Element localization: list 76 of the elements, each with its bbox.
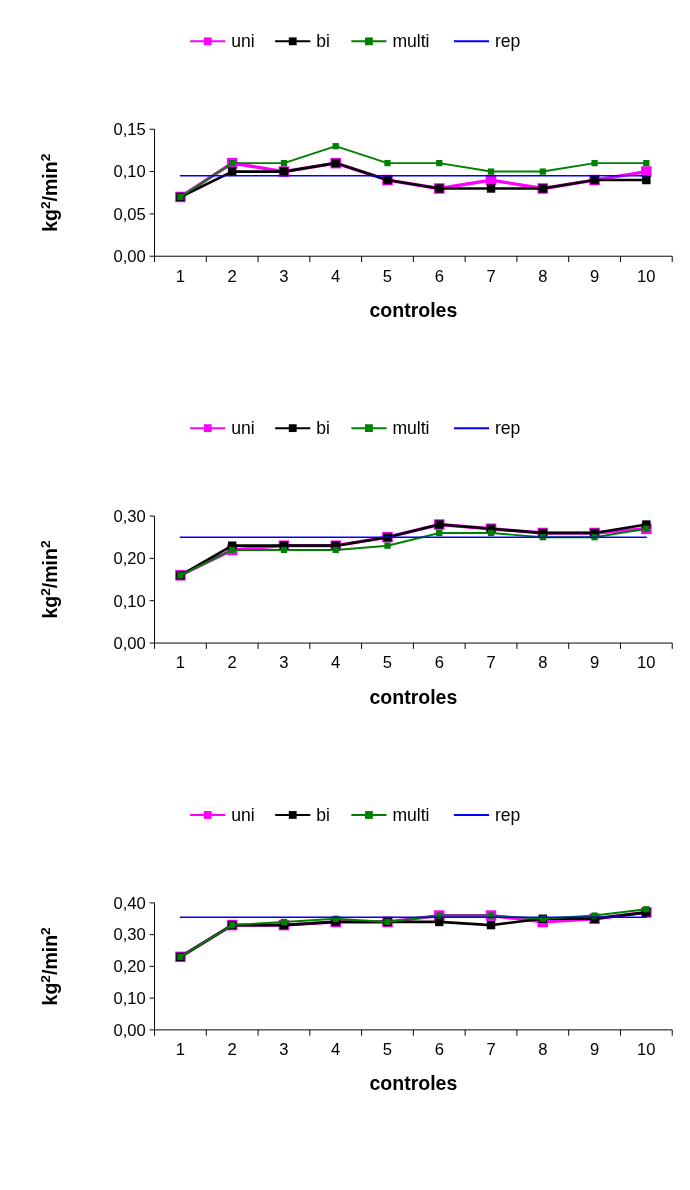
point	[486, 184, 496, 193]
point	[642, 175, 651, 185]
y-tick-label: 0,10	[113, 591, 146, 611]
point	[280, 918, 288, 926]
x-tick-label: 8	[538, 653, 548, 673]
y-tick-label: 0,30	[113, 925, 146, 945]
x-tick-label: 6	[434, 1040, 444, 1060]
x-tick-label: 10	[637, 1040, 656, 1060]
x-tick-label: 8	[538, 266, 548, 286]
x-tick-label: 5	[382, 266, 393, 286]
x-tick-label: 7	[486, 1040, 496, 1060]
x-tick-label: 2	[227, 1040, 237, 1060]
x-tick-label: 2	[227, 653, 237, 673]
legend-label: multi	[392, 418, 430, 439]
point	[486, 920, 496, 930]
x-tick-label: 9	[589, 1040, 600, 1060]
x-tick-label: 3	[279, 266, 289, 286]
x-tick-label: 1	[175, 266, 186, 286]
x-tick-label: 2	[227, 266, 237, 286]
point	[487, 168, 495, 175]
legend-label: multi	[392, 31, 430, 52]
x-tick-label: 6	[434, 653, 444, 673]
legend-label: multi	[392, 804, 430, 825]
x-tick-label: 1	[175, 1040, 186, 1060]
x-tick-label: 3	[279, 653, 289, 673]
x-tick-label: 6	[434, 266, 444, 286]
x-tick-label: 8	[538, 1040, 548, 1060]
x-tick-label: 7	[486, 266, 496, 286]
point	[280, 159, 288, 167]
legend-label: uni	[231, 804, 255, 825]
point	[643, 159, 650, 167]
x-axis-title: controles	[369, 685, 458, 708]
legend-label: uni	[231, 418, 255, 439]
y-tick-label: 0,05	[113, 204, 146, 224]
point	[384, 542, 391, 549]
x-tick-label: 9	[589, 653, 600, 673]
x-tick-label: 10	[637, 266, 656, 286]
y-tick-label: 0,00	[113, 633, 146, 653]
x-tick-label: 4	[331, 266, 341, 286]
legend-label: bi	[316, 31, 330, 52]
point	[332, 546, 339, 554]
point	[591, 159, 598, 167]
x-tick-label: 4	[331, 1040, 341, 1060]
y-tick-label: 0,10	[113, 988, 146, 1008]
x-tick-label: 3	[279, 1040, 289, 1060]
legend-label: bi	[316, 418, 330, 439]
point	[332, 143, 339, 150]
y-tick-label: 0,40	[113, 893, 146, 913]
legend-label: uni	[231, 31, 255, 52]
y-tick-label: 0,15	[113, 120, 146, 140]
point	[643, 906, 650, 913]
legend-label: rep	[494, 31, 521, 52]
y-tick-label: 0,20	[113, 549, 146, 569]
legend-label: rep	[494, 804, 521, 825]
x-tick-label: 4	[331, 653, 341, 673]
point	[436, 159, 443, 167]
point	[539, 168, 546, 175]
y-tick-label: 0,30	[113, 506, 146, 526]
point	[487, 529, 495, 537]
x-tick-label: 5	[382, 1040, 393, 1060]
point	[384, 159, 391, 167]
legend-label: rep	[494, 418, 521, 439]
x-axis-title: controles	[369, 1072, 458, 1095]
legend-label: bi	[316, 804, 330, 825]
point	[280, 546, 288, 554]
y-tick-label: 0,00	[113, 1020, 146, 1040]
y-tick-label: 0,00	[113, 247, 146, 267]
x-tick-label: 1	[175, 653, 186, 673]
x-axis-title: controles	[369, 298, 458, 321]
x-tick-label: 7	[486, 653, 496, 673]
x-tick-label: 5	[382, 653, 393, 673]
x-tick-label: 10	[637, 653, 656, 673]
y-tick-label: 0,10	[113, 162, 146, 182]
y-tick-label: 0,20	[113, 957, 146, 977]
point	[436, 529, 443, 537]
x-tick-label: 9	[589, 266, 600, 286]
